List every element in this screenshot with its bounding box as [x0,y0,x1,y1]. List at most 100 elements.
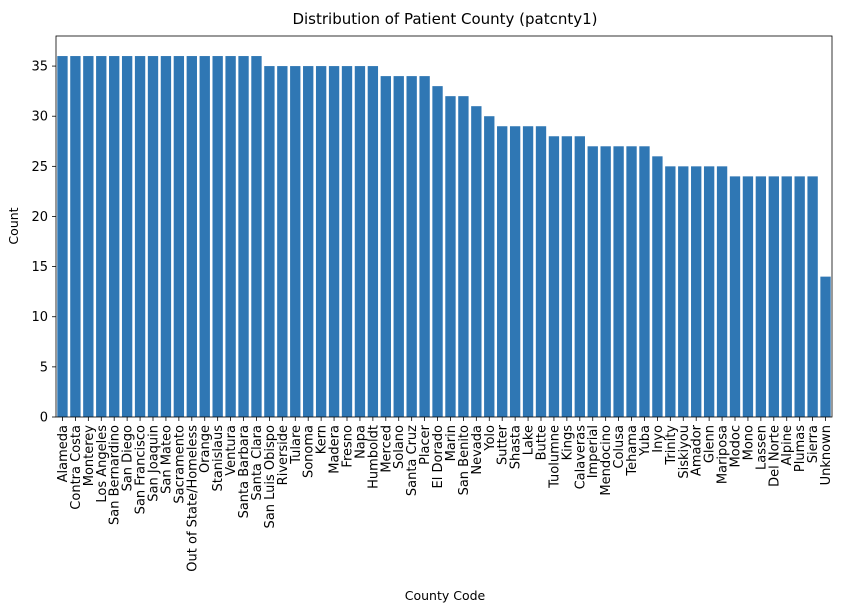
x-tick-label: Marin [444,425,459,461]
bar-tehama [626,146,637,418]
bar-siskiyou [678,166,689,417]
bar-unknown [820,276,831,417]
bar-calaveras [574,136,585,417]
y-tick-label: 30 [31,110,48,125]
bar-placer [419,76,430,418]
x-tick-label: Orange [198,425,213,473]
x-tick-label: Colusa [612,425,627,469]
bar-los-angeles [96,56,107,418]
x-tick-label: Kern [315,425,330,454]
bars-group [57,56,831,418]
x-tick-label: Solano [392,425,407,469]
bar-modoc [729,176,741,417]
bar-mono [742,176,754,417]
x-tick-label: Out of State/Homeless [185,425,200,572]
x-tick-label: Ventura [224,425,239,476]
bar-san-joaquin [147,56,159,418]
bar-san-mateo [160,56,172,418]
x-tick-label: Yolo [483,425,498,452]
bar-alameda [57,56,68,418]
x-tick-label: Humboldt [366,425,381,489]
y-axis-title: Count [6,207,21,244]
y-tick-label: 25 [31,160,48,175]
bar-yuba [639,146,650,418]
x-tick-label: Mendocino [599,425,614,496]
bar-san-benito [458,96,469,417]
x-tick-label: Modoc [729,425,744,468]
bar-del-norte [768,176,779,417]
bar-napa [354,66,366,417]
x-tick-label: Amador [690,424,705,476]
x-tick-label: El Dorado [431,425,446,488]
x-tick-label: Butte [535,425,550,460]
bar-out-of-state-homeless [186,56,197,418]
bar-plumas [794,176,805,417]
bar-santa-barbara [238,56,249,418]
bar-san-bernardino [109,56,120,418]
x-tick-label: Tuolumne [547,425,562,489]
bar-santa-cruz [406,76,417,418]
y-tick-label: 35 [31,60,48,75]
bar-colusa [613,146,624,418]
x-tick-label: Calaveras [573,425,588,490]
y-tick-label: 0 [40,411,48,426]
bar-san-diego [121,56,133,418]
bar-lake [522,126,534,418]
x-tick-label: Lassen [754,425,769,470]
bar-orange [199,56,210,418]
bar-tulare [290,66,301,417]
bar-contra-costa [70,56,81,418]
x-tick-label: Madera [328,425,343,474]
x-tick-label: Sacramento [172,425,187,504]
bar-solano [393,76,404,418]
y-tick-label: 15 [31,260,48,275]
bar-san-francisco [134,56,146,418]
bar-fresno [341,66,353,417]
bar-nevada [471,106,482,418]
x-tick-label: Sierra [806,425,821,463]
bar-el-dorado [432,86,443,417]
bar-glenn [703,166,715,417]
x-tick-label: Inyo [651,425,666,453]
x-tick-label: Siskiyou [677,425,692,479]
x-tick-label: Napa [353,425,368,459]
x-tick-label: Contra Costa [69,425,84,510]
x-tick-label: Santa Clara [250,425,265,501]
bar-kern [315,66,327,417]
x-tick-label: Lake [522,425,537,455]
x-tick-label: Tehama [625,425,640,477]
x-tick-label: San Mateo [159,425,174,494]
y-tick-label: 20 [31,210,48,225]
bar-mariposa [716,166,728,417]
x-tick-label: Imperial [586,425,601,478]
x-tick-label: Mariposa [716,425,731,484]
bar-sonoma [303,66,314,417]
bar-trinity [665,166,676,417]
x-tick-label: Glenn [703,425,718,463]
x-tick-label: Santa Cruz [405,425,420,496]
x-tick-label: San Francisco [134,425,149,514]
bar-stanislaus [212,56,223,418]
x-tick-label: San Bernardino [108,425,123,525]
x-axis-title: County Code [405,588,486,603]
x-tick-label: Shasta [509,425,524,469]
x-tick-label: Fresno [341,425,356,468]
bar-humboldt [367,66,379,417]
bar-merced [380,76,391,418]
x-tick-label: Yuba [638,425,653,457]
bar-sacramento [173,56,185,418]
x-tick-label: San Luis Obispo [263,425,278,528]
x-tick-label: Unknown [819,425,834,485]
x-tick-label: Monterey [82,425,97,487]
x-tick-label: Plumas [793,425,808,472]
bar-tuolumne [548,136,560,417]
bar-inyo [652,156,663,417]
x-tick-label: Placer [418,424,433,465]
x-tick-label: Tulare [289,425,304,465]
bar-madera [328,66,340,417]
x-tick-label: Riverside [276,425,291,485]
bar-marin [445,96,456,417]
bar-santa-clara [251,56,262,418]
bar-lassen [755,176,767,417]
x-tick-label: Sutter [496,424,511,465]
